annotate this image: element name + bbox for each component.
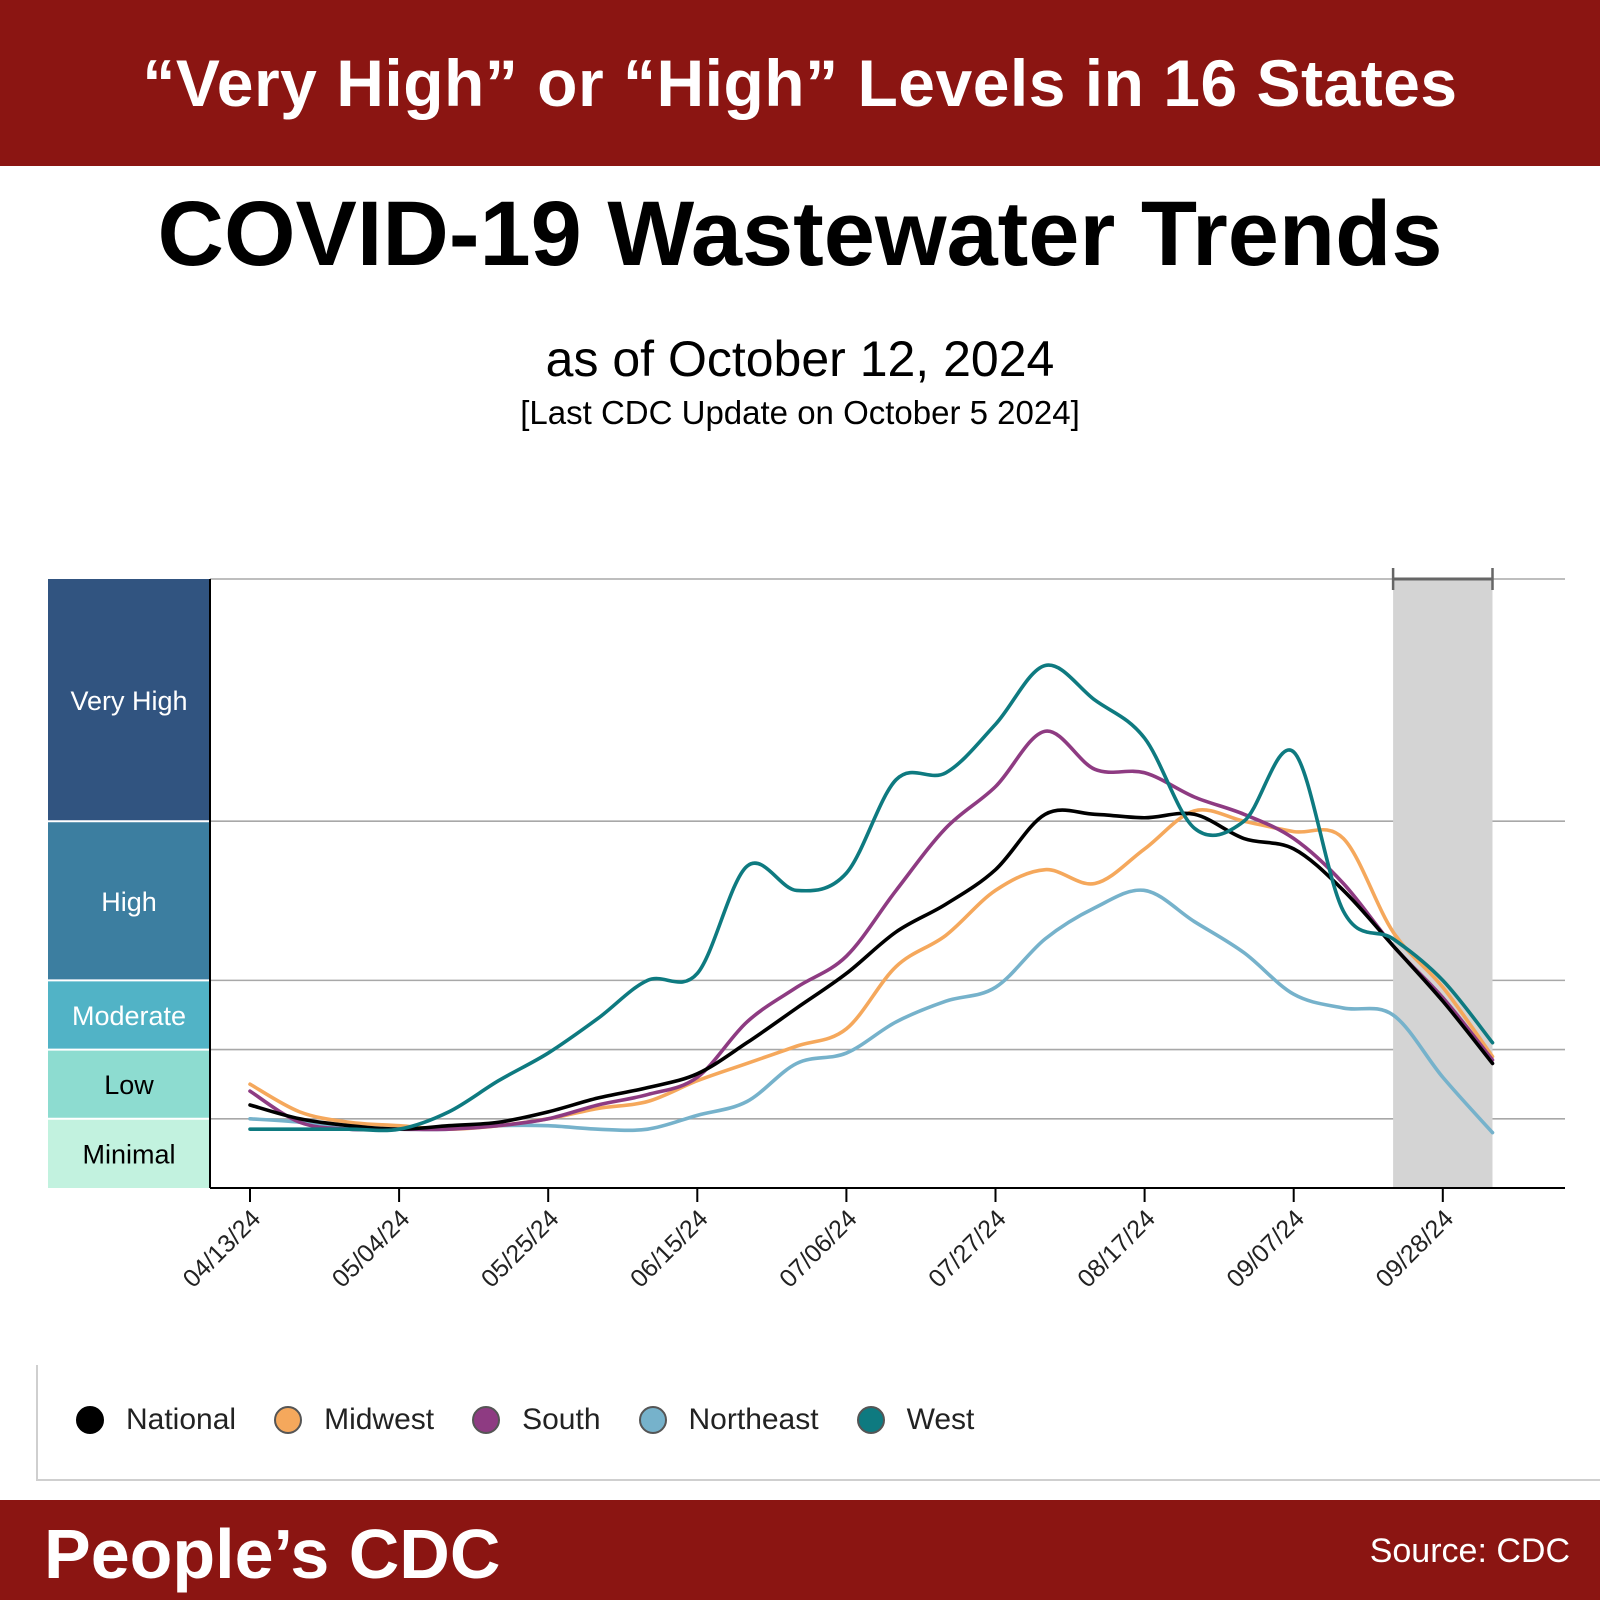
x-tick-label: 08/17/24 [1072, 1204, 1161, 1293]
legend-label-northeast: Northeast [688, 1403, 819, 1436]
as-of-date: as of October 12, 2024 [545, 331, 1055, 387]
x-tick-label: 05/25/24 [476, 1204, 565, 1293]
level-band-high [48, 821, 210, 981]
series-line-west [248, 663, 1495, 1133]
level-label-moderate: Moderate [72, 1001, 186, 1031]
level-label-minimal: Minimal [82, 1139, 175, 1169]
legend-swatch-northeast [638, 1406, 667, 1434]
x-tick-label: 09/28/24 [1370, 1204, 1459, 1293]
legend-label-midwest: Midwest [324, 1403, 435, 1436]
legend-swatch-national [76, 1406, 104, 1434]
series-line-south [248, 729, 1495, 1132]
wastewater-chart: Very High High Moderate Low Minimal 04/13/24… [48, 568, 1565, 1293]
x-tick-label: 04/13/24 [178, 1204, 267, 1293]
legend-item-south: South [472, 1403, 601, 1437]
x-ticks: 04/13/24 05/04/24 05/25/24 06/15/24 07/06/24… [178, 1188, 1459, 1293]
brand-name: People’s CDC [44, 1515, 501, 1593]
level-band-minimal [48, 1118, 210, 1188]
x-tick-label: 07/27/24 [923, 1204, 1012, 1293]
x-tick-label: 05/04/24 [327, 1204, 416, 1293]
legend-swatch-west [856, 1406, 885, 1434]
provisional-shade [1391, 568, 1494, 1188]
legend-label-west: West [906, 1403, 975, 1436]
gridlines [210, 578, 1565, 1120]
legend-item-national: National [76, 1403, 236, 1437]
legend-item-northeast: Northeast [638, 1403, 819, 1437]
level-band-very-high [48, 579, 210, 822]
legend-items: National Midwest South Northeast West [76, 1403, 1012, 1437]
legend-label-south: South [522, 1403, 601, 1436]
level-label-high: High [101, 887, 157, 917]
level-label-low: Low [104, 1070, 154, 1100]
level-band-moderate [48, 980, 210, 1050]
x-tick-label: 07/06/24 [774, 1204, 863, 1293]
page-title: COVID-19 Wastewater Trends [157, 183, 1443, 285]
header-banner-text: “Very High” or “High” Levels in 16 State… [142, 46, 1458, 120]
legend: National Midwest South Northeast West [36, 1365, 1600, 1481]
legend-swatch-midwest [274, 1406, 303, 1434]
header-banner: “Very High” or “High” Levels in 16 State… [0, 0, 1600, 166]
source-note: Source: CDC [1369, 1532, 1570, 1570]
x-tick-label: 06/15/24 [625, 1204, 714, 1293]
legend-swatch-south [472, 1406, 501, 1434]
update-note: [Last CDC Update on October 5 2024] [520, 394, 1080, 431]
legend-label-national: National [126, 1403, 237, 1436]
legend-item-west: West [856, 1403, 975, 1437]
series-lines [248, 663, 1495, 1135]
level-band-low [48, 1049, 210, 1119]
shaded-range [1393, 579, 1493, 1188]
series-line-national [248, 808, 1495, 1131]
level-label-very-high: Very High [70, 686, 187, 716]
axes [209, 579, 1565, 1189]
level-bands: Very High High Moderate Low Minimal [48, 579, 210, 1188]
footer-banner: People’s CDC Source: CDC [0, 1500, 1600, 1600]
legend-item-midwest: Midwest [274, 1403, 434, 1437]
x-tick-label: 09/07/24 [1221, 1204, 1310, 1293]
